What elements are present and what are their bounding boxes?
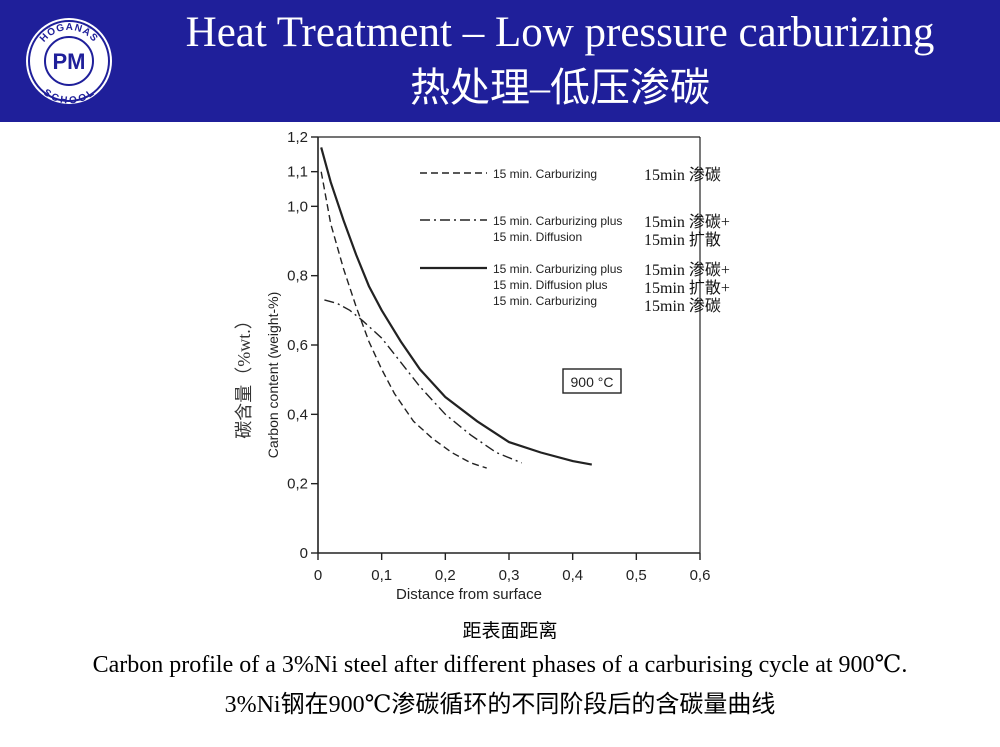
y-tick-label: 0,8 [287,268,308,285]
legend-label-cn: 15min 渗碳+ [644,261,730,279]
legend-label: 15 min. Carburizing plus [493,214,622,228]
logo-letters: PM [53,49,86,74]
y-tick-label: 0,2 [287,476,308,493]
y-tick-label: 1,1 [287,164,308,181]
legend-label: 15 min. Carburizing [493,294,597,308]
annotation-temperature: 900 °C [571,374,614,390]
y-tick-label: 0 [300,545,308,562]
title-banner: HÖGANÄS SCHOOL PM Heat Treatment – Low p… [0,0,1000,122]
x-tick-label: 0 [314,567,322,584]
annotation-box [562,368,622,394]
hoganas-pm-school-logo: HÖGANÄS SCHOOL PM [26,18,112,106]
series-line-2 [324,299,522,464]
x-axis-label: Distance from surface [396,586,542,603]
x-axis-label-cn: 距表面距离 [462,621,558,642]
legend-label-cn: 15min 扩散+ [644,279,730,297]
page-title: Heat Treatment – Low pressure carburizin… [185,9,935,56]
legend-label-cn: 15min 扩散 [644,231,721,249]
x-tick-label: 0,4 [562,567,583,584]
legend-label-cn: 15min 渗碳+ [644,213,730,231]
x-tick-label: 0,5 [626,567,647,584]
y-axis-label: Carbon content (weight-%) [265,292,281,459]
legend-label: 15 min. Carburizing plus [493,262,622,276]
y-tick-label: 0,6 [287,337,308,354]
series-line-1 [320,171,487,469]
caption-en: Carbon profile of a 3%Ni steel after dif… [92,652,908,678]
legend-label: 15 min. Diffusion [493,230,582,244]
y-tick-label: 0,4 [287,406,308,423]
legend-label-cn: 15min 渗碳 [644,166,721,184]
x-tick-label: 0,2 [435,567,456,584]
x-tick-label: 0,6 [690,567,711,584]
y-tick-label: 1,0 [287,198,308,215]
legend-label: 15 min. Carburizing [493,167,597,181]
carbon-profile-chart: 0 0,2 0,4 0,6 0,8 1,0 1,1 1,2 0 0,1 0,2 0,3 0,4 0,5 0,… [234,129,730,603]
legend-label-cn: 15min 渗碳 [644,297,721,315]
y-tick-label: 1,2 [287,129,308,146]
legend-label: 15 min. Diffusion plus [493,278,608,292]
x-tick-label: 0,3 [499,567,520,584]
series-line-3 [320,147,592,466]
y-axis-label-cn: 碳含量（%wt.） [234,311,254,439]
caption-cn: 3%Ni钢在900℃渗碳循环的不同阶段后的含碳量曲线 [224,692,776,718]
page-title-cn: 热处理–低压渗碳 [410,65,710,110]
x-tick-label: 0,1 [371,567,392,584]
